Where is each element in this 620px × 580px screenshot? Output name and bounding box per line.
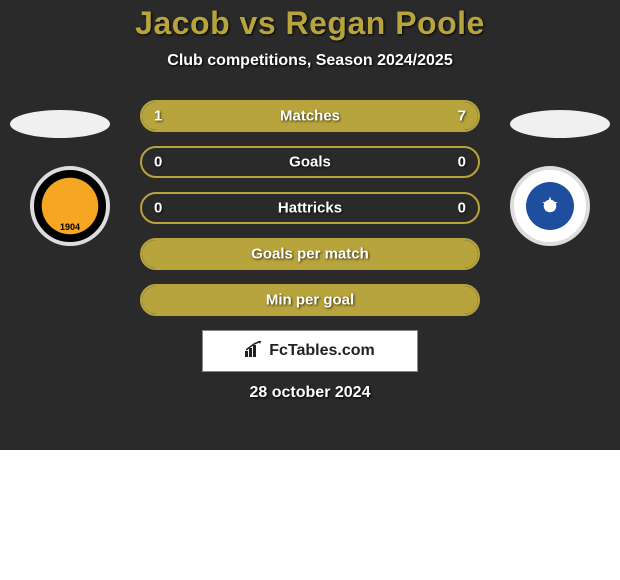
player-photo-left <box>10 110 110 138</box>
stat-label: Goals <box>142 154 478 171</box>
chart-icon <box>245 341 265 362</box>
date-text: 28 october 2024 <box>0 384 620 402</box>
page-subtitle: Club competitions, Season 2024/2025 <box>0 52 620 70</box>
stat-label: Matches <box>142 108 478 125</box>
stat-value-left: 0 <box>154 154 162 171</box>
stat-value-left: 0 <box>154 200 162 217</box>
club-badge-right <box>510 166 590 246</box>
brand-text: FcTables.com <box>269 342 375 360</box>
stat-value-right: 0 <box>458 154 466 171</box>
stat-list: Matches17Goals00Hattricks00Goals per mat… <box>140 100 480 316</box>
comparison-body: Matches17Goals00Hattricks00Goals per mat… <box>0 100 620 316</box>
stat-value-right: 0 <box>458 200 466 217</box>
club-badge-left <box>30 166 110 246</box>
player-photo-right <box>510 110 610 138</box>
stat-value-left: 1 <box>154 108 162 125</box>
stat-row: Matches1 7 <box>140 100 480 132</box>
stat-label: Goals per match <box>142 246 478 263</box>
brand-watermark: FcTables.com <box>202 330 418 372</box>
stat-row: Goals per match <box>140 238 480 270</box>
comparison-card: Jacob vs Regan Poole Club competitions, … <box>0 0 620 450</box>
stat-row: Goals0 0 <box>140 146 480 178</box>
page-title: Jacob vs Regan Poole <box>0 5 620 42</box>
stat-row: Hattricks0 0 <box>140 192 480 224</box>
stat-label: Min per goal <box>142 292 478 309</box>
stat-label: Hattricks <box>142 200 478 217</box>
stat-row: Min per goal <box>140 284 480 316</box>
white-region <box>0 450 620 580</box>
stat-value-right: 7 <box>458 108 466 125</box>
